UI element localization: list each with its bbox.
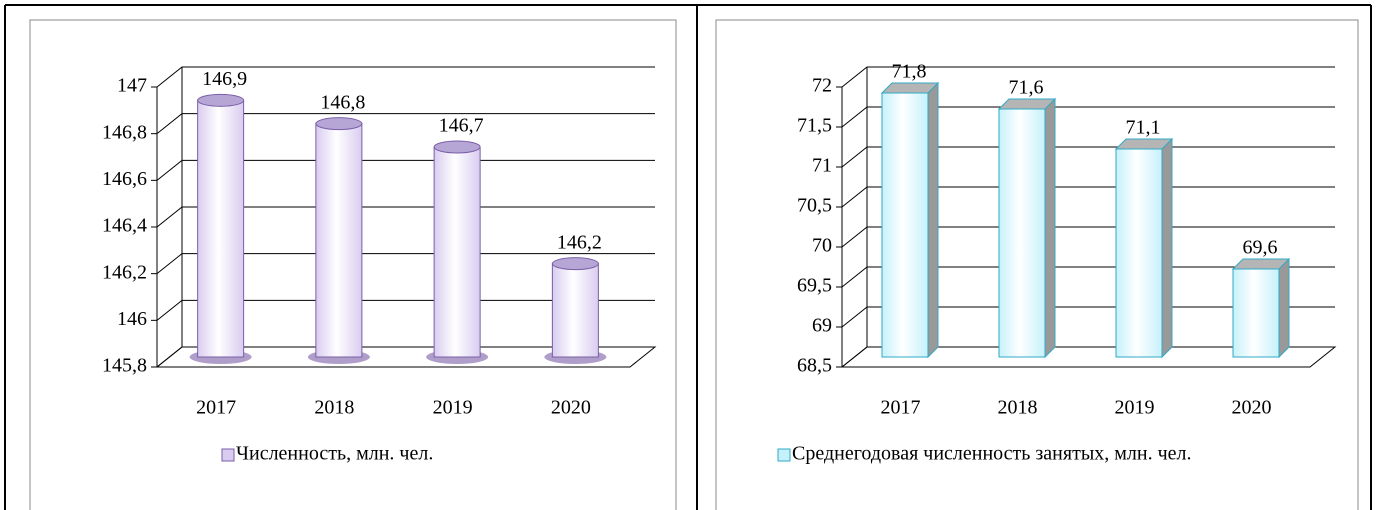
data-label: 146,7 bbox=[439, 115, 484, 137]
bar bbox=[315, 123, 363, 358]
data-label: 71,6 bbox=[1009, 77, 1044, 99]
y-tick-label: 146,2 bbox=[102, 261, 147, 283]
y-tick-label: 146,6 bbox=[102, 168, 147, 190]
y-tick-label: 146,8 bbox=[102, 121, 147, 143]
chart-frame bbox=[715, 19, 1359, 510]
grid-line bbox=[841, 146, 1335, 168]
grid-line bbox=[841, 106, 1335, 128]
bar bbox=[998, 108, 1046, 358]
chart-frame bbox=[29, 19, 677, 510]
y-tick-label: 145,8 bbox=[102, 355, 147, 377]
bar-top bbox=[880, 82, 940, 94]
bar bbox=[433, 146, 481, 358]
y-tick-label: 70 bbox=[812, 235, 832, 257]
x-tick-label: 2020 bbox=[551, 397, 591, 419]
y-tick-label: 70,5 bbox=[797, 195, 832, 217]
y-tick-label: 69 bbox=[812, 315, 832, 337]
y-tick-label: 69,5 bbox=[797, 275, 832, 297]
x-tick-label: 2020 bbox=[1232, 397, 1272, 419]
grid-line bbox=[156, 346, 655, 368]
data-label: 69,6 bbox=[1243, 237, 1278, 259]
data-label: 146,8 bbox=[320, 91, 365, 113]
y-tick-label: 71 bbox=[812, 155, 832, 177]
grid-line bbox=[841, 266, 1335, 288]
x-tick-label: 2019 bbox=[433, 397, 473, 419]
grid-line bbox=[841, 306, 1335, 328]
grid-line bbox=[156, 66, 655, 88]
grid-line bbox=[156, 253, 655, 275]
bar bbox=[551, 263, 599, 358]
grid-line bbox=[841, 186, 1335, 208]
outer-frame bbox=[4, 4, 1372, 510]
x-tick-label: 2017 bbox=[881, 397, 921, 419]
bar-top bbox=[1231, 258, 1291, 270]
bar-side bbox=[1161, 137, 1173, 359]
y-tick-label: 146 bbox=[117, 308, 147, 330]
bar-top bbox=[315, 117, 363, 131]
bar-top bbox=[1114, 138, 1174, 150]
bar-top bbox=[197, 93, 245, 107]
x-tick-label: 2019 bbox=[1115, 397, 1155, 419]
data-label: 146,9 bbox=[202, 68, 247, 90]
y-tick-label: 71,5 bbox=[797, 115, 832, 137]
legend-swatch bbox=[777, 448, 791, 462]
bar-top bbox=[551, 257, 599, 271]
bar bbox=[881, 92, 929, 358]
grid-line bbox=[841, 226, 1335, 248]
grid-line bbox=[156, 159, 655, 181]
y-tick-label: 68,5 bbox=[797, 355, 832, 377]
data-label: 71,1 bbox=[1126, 117, 1161, 139]
y-tick-label: 146,4 bbox=[102, 215, 147, 237]
bar-top bbox=[433, 140, 481, 154]
grid-line bbox=[156, 113, 655, 135]
y-tick-label: 147 bbox=[117, 75, 147, 97]
bar-top bbox=[997, 98, 1057, 110]
legend-label: Численность, млн. чел. bbox=[236, 443, 433, 465]
grid-line bbox=[156, 206, 655, 228]
bar bbox=[1232, 268, 1280, 358]
x-tick-label: 2017 bbox=[196, 397, 236, 419]
legend-label: Среднегодовая численность занятых, млн. … bbox=[792, 443, 1192, 465]
bar-side bbox=[927, 81, 939, 359]
bar bbox=[197, 99, 245, 358]
x-tick-label: 2018 bbox=[998, 397, 1038, 419]
bar-side bbox=[1044, 97, 1056, 359]
data-label: 146,2 bbox=[557, 231, 602, 253]
grid-line bbox=[156, 299, 655, 321]
legend-swatch bbox=[221, 448, 235, 462]
y-tick-label: 72 bbox=[812, 75, 832, 97]
bar bbox=[1115, 148, 1163, 358]
grid-line bbox=[841, 66, 1335, 88]
x-tick-label: 2018 bbox=[314, 397, 354, 419]
data-label: 71,8 bbox=[892, 61, 927, 83]
grid-line bbox=[841, 346, 1335, 368]
bar-side bbox=[1278, 257, 1290, 359]
